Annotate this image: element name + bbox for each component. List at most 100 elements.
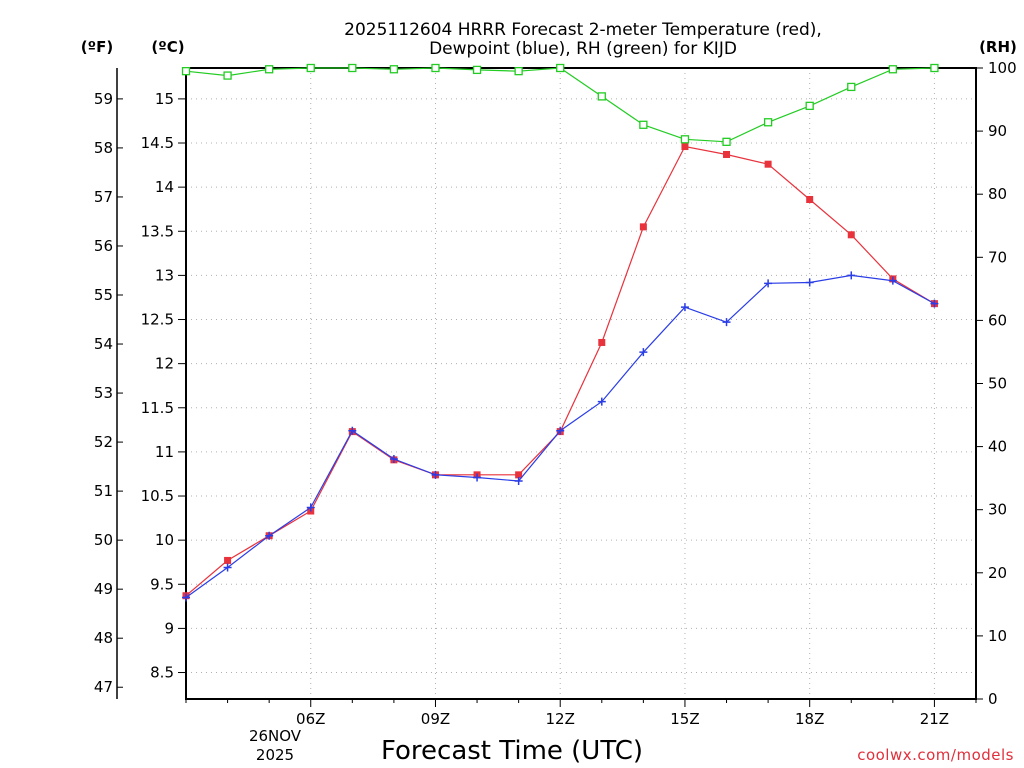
rh-point [805, 101, 814, 111]
rh-tick-label: 90 [988, 122, 1007, 140]
data-series [181, 63, 939, 602]
dewpoint-point [514, 477, 523, 486]
chart-title-line-2: Dewpoint (blue), RH (green) for KIJD [429, 39, 737, 59]
rh-tick-label: 60 [988, 311, 1007, 329]
celsius-tick-label: 13 [155, 266, 174, 284]
rh-point [763, 118, 773, 127]
dewpoint-point [223, 563, 232, 572]
celsius-tick-label: 8.5 [150, 664, 174, 682]
date-label-year: 2025 [256, 746, 294, 764]
temperature-point [598, 338, 606, 346]
dewpoint-point [348, 426, 357, 435]
rh-point [556, 63, 565, 73]
rh-tick-label: 10 [988, 627, 1007, 645]
dewpoint-point [265, 531, 274, 540]
celsius-tick-label: 14.5 [141, 134, 174, 152]
dewpoint-point [930, 299, 939, 308]
rh-tick-label: 30 [988, 501, 1007, 519]
dewpoint-point [888, 276, 897, 285]
rh-point [431, 63, 440, 73]
dewpoint-point [306, 503, 315, 512]
chart-title-line-1: 2025112604 HRRR Forecast 2-meter Tempera… [344, 20, 822, 40]
rh-point [348, 63, 357, 73]
x-tick-label: 21Z [920, 710, 949, 728]
rh-point [930, 63, 939, 73]
rh-point [597, 92, 606, 101]
fahrenheit-tick-label: 59 [94, 90, 113, 108]
fahrenheit-tick-label: 49 [94, 580, 113, 598]
temperature-point [764, 160, 772, 168]
fahrenheit-tick-label: 56 [94, 237, 113, 255]
rh-point [680, 135, 690, 144]
credit-text: coolwx.com/models [857, 746, 1014, 764]
dewpoint-point [764, 279, 773, 288]
dewpoint-point [556, 426, 565, 435]
dewpoint-point [473, 473, 482, 482]
rh-tick-label: 50 [988, 375, 1007, 393]
rh-tick-label: 0 [988, 690, 998, 708]
temperature-point [806, 195, 814, 203]
x-tick-label: 18Z [795, 710, 824, 728]
dewpoint-point [389, 454, 398, 463]
rh-tick-label: 40 [988, 438, 1007, 456]
rh-point [181, 67, 191, 76]
temperature-point [515, 471, 523, 479]
celsius-tick-label: 11.5 [141, 399, 174, 417]
temperature-point [847, 231, 855, 239]
fahrenheit-tick-label: 55 [94, 286, 113, 304]
celsius-tick-label: 12 [155, 355, 174, 373]
rh-point [888, 65, 897, 74]
x-tick-label: 12Z [546, 710, 575, 728]
celsius-tick-label: 9.5 [150, 575, 174, 593]
celsius-tick-label: 10 [155, 531, 174, 549]
celsius-tick-label: 10.5 [141, 487, 174, 505]
dewpoint-point [805, 278, 814, 287]
dewpoint-point [597, 397, 606, 406]
dewpoint-point [847, 271, 856, 280]
celsius-tick-label: 12.5 [141, 311, 174, 329]
fahrenheit-tick-label: 53 [94, 384, 113, 402]
dewpoint-point [639, 348, 648, 357]
dewpoint-point [722, 318, 731, 327]
temperature-point [723, 150, 731, 158]
celsius-tick-label: 13.5 [141, 222, 174, 240]
celsius-unit-label: (ºC) [151, 38, 184, 56]
rh-point [389, 65, 399, 74]
fahrenheit-tick-label: 54 [94, 335, 113, 353]
plot-frame [185, 67, 977, 700]
axes: 06Z 09Z 12Z 15Z 18Z 21Z 8.5 9 9.5 10 10.5 11 11.5 12 1… [94, 59, 1017, 728]
rh-point [514, 67, 523, 76]
rh-point [306, 63, 315, 73]
celsius-tick-label: 14 [155, 178, 174, 196]
rh-tick-label: 20 [988, 564, 1007, 582]
rh-point [265, 65, 274, 74]
rh-point [472, 65, 482, 75]
rh-tick-label: 70 [988, 248, 1007, 266]
temperature-point [224, 556, 232, 564]
dewpoint-point [680, 303, 689, 312]
celsius-tick-label: 9 [164, 619, 174, 637]
grid-lines [186, 68, 976, 699]
fahrenheit-tick-label: 50 [94, 531, 113, 549]
x-axis-title: Forecast Time (UTC) [381, 736, 643, 766]
dewpoint-point [431, 470, 440, 479]
fahrenheit-tick-label: 51 [94, 482, 113, 500]
rh-point [847, 82, 856, 92]
fahrenheit-tick-label: 48 [94, 629, 113, 647]
fahrenheit-tick-label: 58 [94, 139, 113, 157]
rh-point [722, 137, 731, 146]
fahrenheit-unit-label: (ºF) [81, 38, 113, 56]
rh-line [185, 67, 935, 143]
temperature-point [639, 223, 647, 231]
x-tick-label: 06Z [296, 710, 325, 728]
rh-tick-label: 80 [988, 185, 1007, 203]
fahrenheit-tick-label: 57 [94, 188, 113, 206]
temperature-point [681, 143, 689, 151]
celsius-tick-label: 15 [155, 90, 174, 108]
celsius-tick-label: 11 [155, 443, 174, 461]
x-tick-label: 09Z [421, 710, 450, 728]
rh-tick-label: 100 [988, 59, 1017, 77]
date-label-day: 26NOV [249, 727, 302, 745]
rh-point [639, 120, 648, 129]
